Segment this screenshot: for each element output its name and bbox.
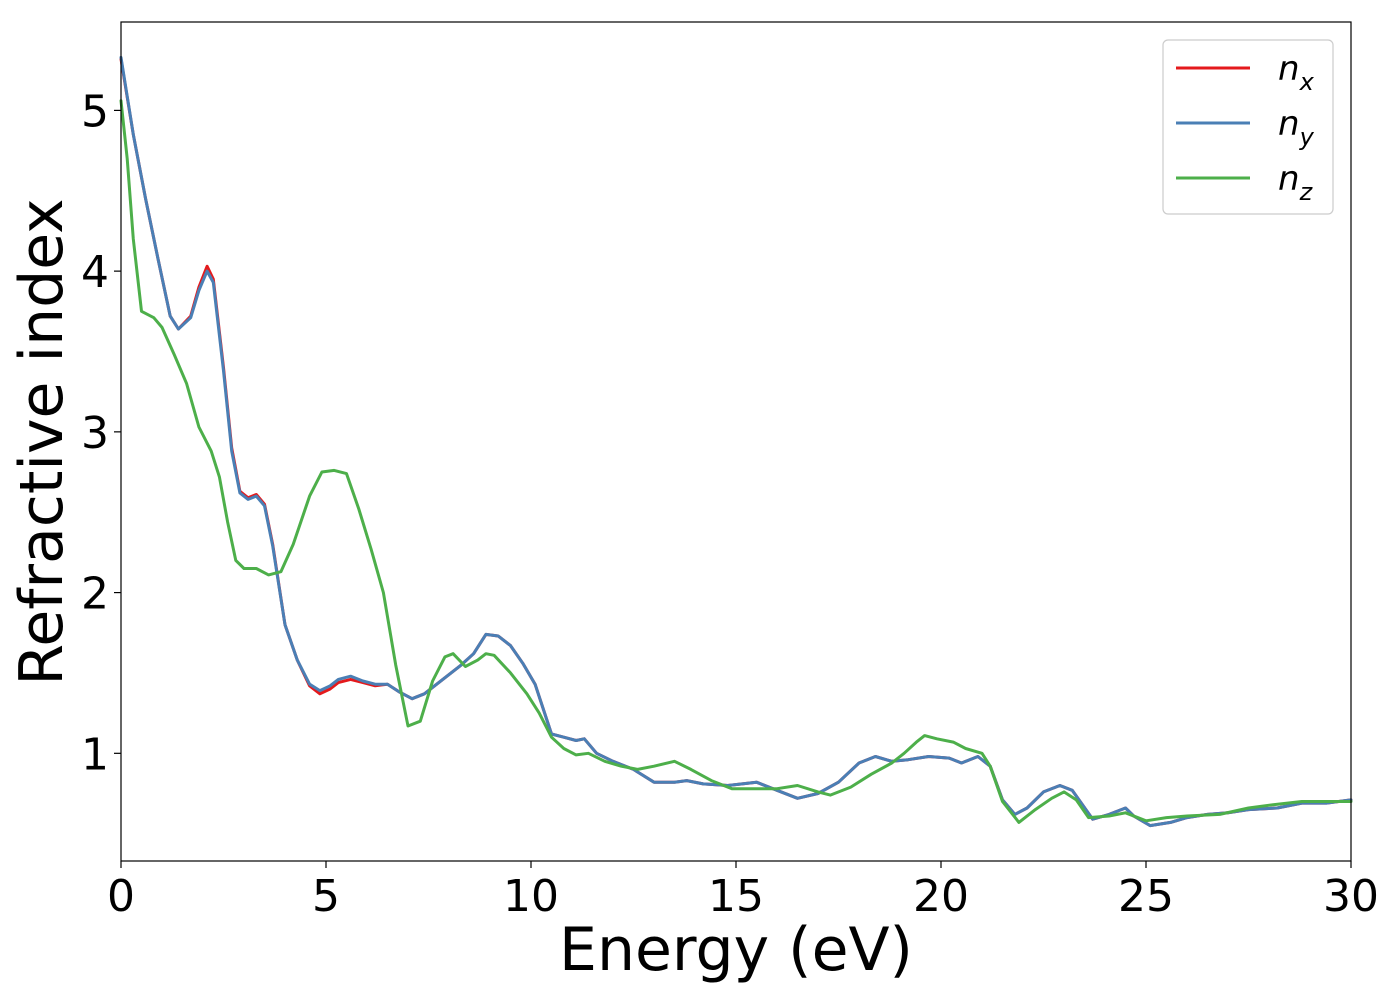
x-tick-label: 20 [913,871,969,922]
x-tick-label: 10 [503,871,559,922]
x-tick-label: 15 [708,871,764,922]
x-tick-label: 5 [312,871,340,922]
series-line-n-y [119,55,1353,828]
legend-box [1162,39,1334,215]
legend-label-n-z: nz [1278,159,1314,206]
y-tick-label: 5 [81,86,109,137]
x-tick-label: 30 [1323,871,1379,922]
legend-label-n-y: ny [1278,104,1315,151]
axes-layer: 0 5 10 15 20 25 30 1 2 3 4 5 [81,21,1379,922]
y-axis-title: Refractive index [7,198,77,685]
y-tick-label: 4 [81,247,109,298]
y-tick-label: 3 [81,408,109,459]
legend: nx ny nz [1162,39,1334,215]
y-tick-label: 1 [81,729,109,780]
y-tick-label: 2 [81,569,109,620]
x-axis-title: Energy (eV) [559,915,913,985]
series-line-n-z [119,99,1353,824]
legend-label-n-x: nx [1278,49,1315,96]
x-tick-label: 0 [107,871,135,922]
x-tick-label: 25 [1118,871,1174,922]
series-layer [119,55,1353,828]
